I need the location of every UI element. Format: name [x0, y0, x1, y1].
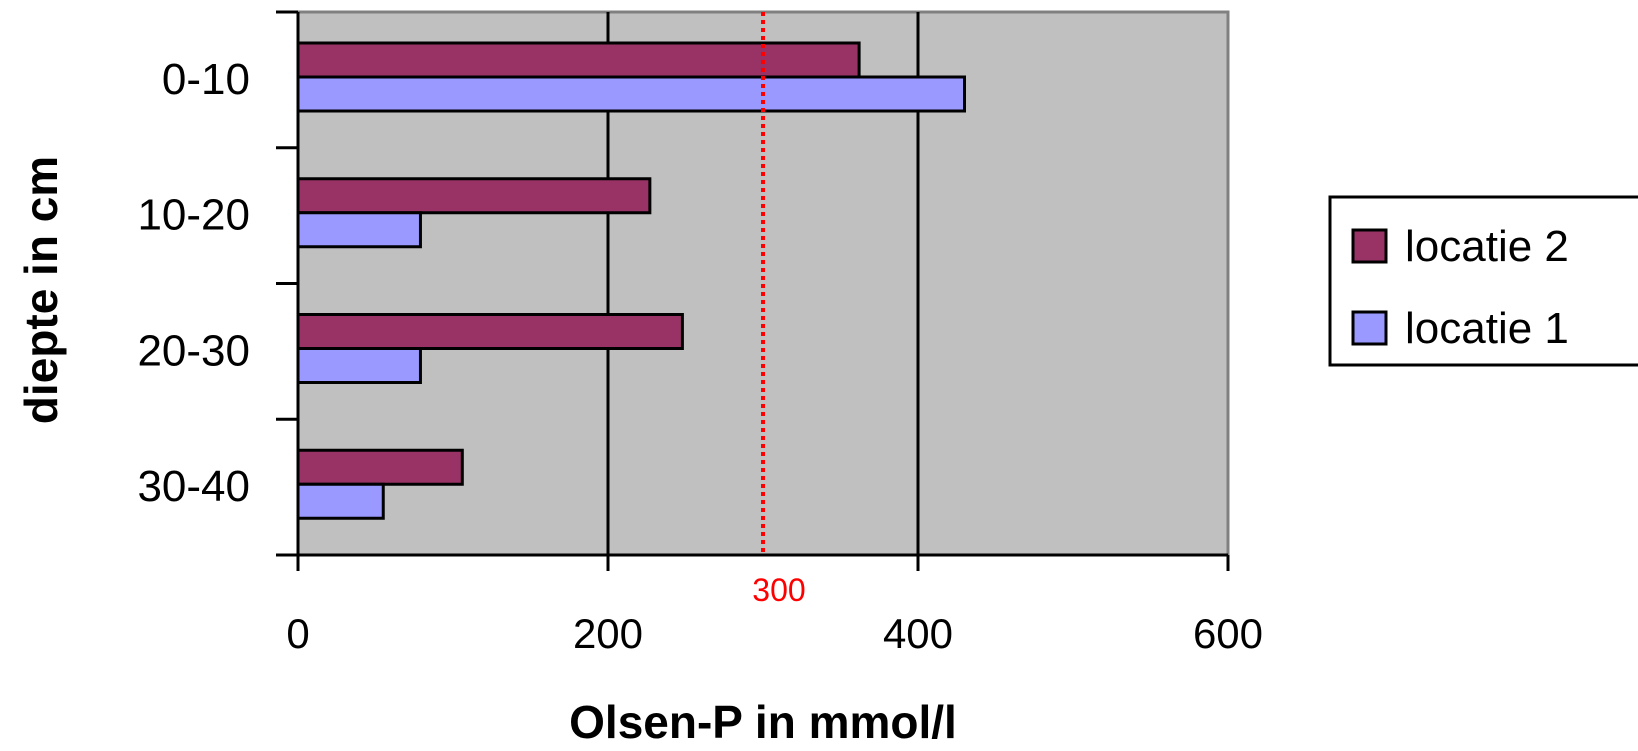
y-tick-label: 20-30 [137, 326, 250, 375]
bar [296, 75, 966, 113]
y-tick-label: 0-10 [162, 55, 250, 104]
bar [296, 41, 861, 79]
y-tick-label: 30-40 [137, 462, 250, 511]
x-tick-label: 400 [883, 610, 953, 657]
reference-line-group: 300 [752, 12, 806, 608]
legend-swatch [1351, 228, 1388, 264]
x-tick-label: 600 [1193, 610, 1263, 657]
bar [296, 211, 422, 249]
legend-label: locatie 1 [1405, 304, 1569, 353]
bar [296, 347, 422, 384]
bar [296, 448, 464, 486]
bar [296, 313, 684, 350]
legend: locatie 2 locatie 1 [1328, 195, 1638, 367]
x-tick-label: 0 [286, 610, 309, 657]
x-tick-label: 200 [573, 610, 643, 657]
y-axis-title: diepte in cm [15, 156, 67, 424]
axes: 0 200 400 600 0-10 10-20 20-30 30-40 [137, 10, 1263, 657]
x-axis-title: Olsen-P in mmol/l [569, 696, 957, 746]
legend-swatch [1351, 310, 1388, 346]
reference-line-label: 300 [752, 572, 805, 608]
legend-label: locatie 2 [1405, 222, 1569, 271]
bar [296, 177, 652, 215]
bar [296, 482, 385, 520]
y-tick-label: 10-20 [137, 191, 250, 240]
